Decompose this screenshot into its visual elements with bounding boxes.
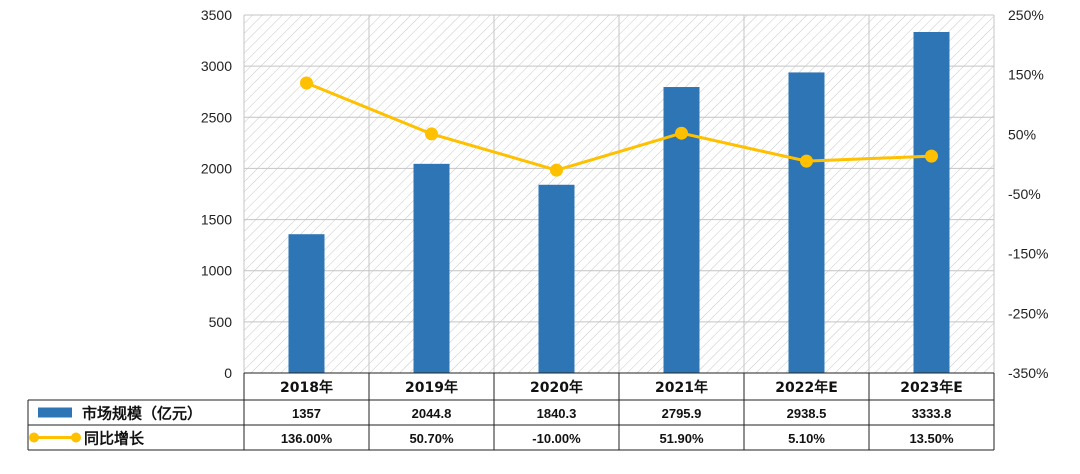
- growth-point: [675, 126, 688, 140]
- line-series: [300, 76, 938, 177]
- right-tick-label: 50%: [1008, 126, 1036, 142]
- x-tick-label: 2023年E: [900, 379, 963, 396]
- bar-series: [288, 31, 950, 374]
- legend-label-line: 同比增长: [84, 430, 145, 448]
- data-table-cell: 1840.3: [537, 406, 577, 421]
- growth-line: [305, 81, 932, 172]
- data-table-cell: -10.00%: [532, 431, 581, 446]
- bar: [413, 163, 450, 373]
- growth-point: [550, 163, 563, 177]
- data-table-cell: 51.90%: [659, 431, 704, 446]
- left-tick-label: 3500: [201, 7, 232, 23]
- legend-label-bar: 市场规模（亿元）: [82, 405, 202, 423]
- right-tick-label: 250%: [1008, 7, 1044, 23]
- left-tick-label: 2500: [201, 109, 232, 125]
- data-table-cell: 2044.8: [412, 406, 452, 421]
- left-tick-label: 1500: [201, 212, 232, 228]
- x-tick-label: 2019年: [405, 379, 458, 396]
- left-tick-label: 2000: [201, 160, 232, 176]
- x-tick-label: 2021年: [655, 379, 708, 396]
- x-tick-label: 2022年E: [775, 379, 838, 396]
- bar: [913, 31, 950, 374]
- data-table-cell: 50.70%: [409, 431, 454, 446]
- left-tick-label: 3000: [201, 58, 232, 74]
- grid: [243, 14, 995, 374]
- data-table: 2018年 2019年 2020年 2021年 2022年E 2023年E 1357 2044…: [27, 372, 995, 451]
- legend-marker: [29, 432, 39, 443]
- right-tick-label: -50%: [1008, 186, 1041, 202]
- legend-marker: [71, 432, 81, 443]
- x-tick-label: 2018年: [280, 379, 333, 396]
- right-tick-label: -150%: [1008, 246, 1048, 262]
- right-tick-label: -250%: [1008, 305, 1048, 321]
- left-axis: 0 500 1000 1500 2000 2500 3000 3500: [201, 7, 232, 381]
- growth-point: [425, 127, 438, 141]
- data-table-cell: 5.10%: [788, 431, 825, 446]
- data-table-cell: 1357: [292, 406, 321, 421]
- right-tick-label: 150%: [1008, 67, 1044, 83]
- bar: [788, 72, 825, 374]
- data-table-cell: 13.50%: [909, 431, 954, 446]
- left-tick-label: 500: [209, 314, 233, 330]
- left-tick-label: 1000: [201, 263, 232, 279]
- x-tick-label: 2020年: [530, 379, 583, 396]
- bar: [538, 184, 575, 373]
- data-table-cell: 2795.9: [662, 406, 702, 421]
- growth-point: [300, 76, 313, 90]
- left-tick-label: 0: [224, 365, 232, 381]
- growth-point: [925, 149, 938, 163]
- legend-swatch-bar: [38, 407, 72, 418]
- data-table-cell: 2938.5: [787, 406, 827, 421]
- right-axis: -350% -250% -150% -50% 50% 150% 250%: [1008, 7, 1048, 381]
- data-table-cell: 136.00%: [281, 431, 333, 446]
- growth-point: [800, 154, 813, 168]
- right-tick-label: -350%: [1008, 365, 1048, 381]
- bar: [288, 234, 325, 373]
- data-table-cell: 3333.8: [912, 406, 952, 421]
